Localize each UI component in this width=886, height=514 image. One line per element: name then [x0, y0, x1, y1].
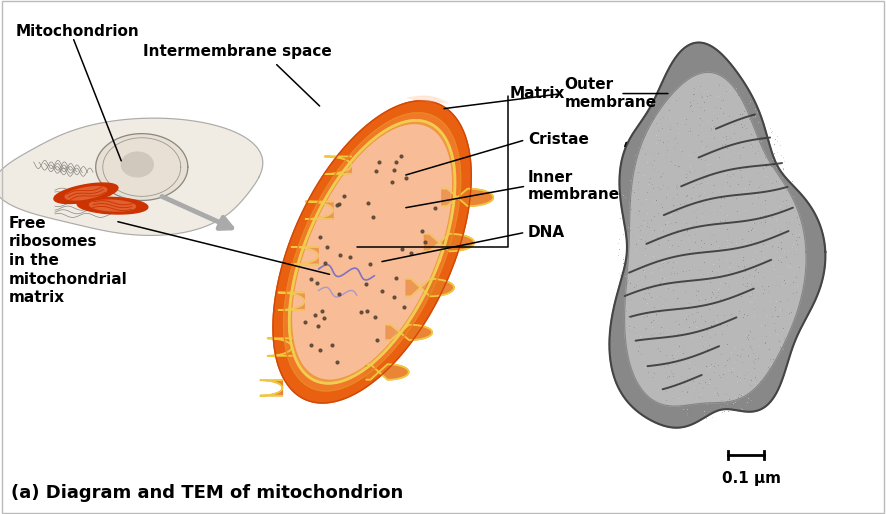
Text: 0.1 μm: 0.1 μm — [722, 470, 781, 486]
Polygon shape — [291, 247, 318, 265]
Polygon shape — [442, 189, 494, 206]
Text: Intermembrane space: Intermembrane space — [143, 44, 332, 59]
Text: Mitochondrion: Mitochondrion — [16, 24, 140, 40]
Polygon shape — [66, 187, 106, 200]
Polygon shape — [424, 234, 474, 251]
Polygon shape — [406, 279, 454, 297]
Polygon shape — [284, 113, 461, 391]
Polygon shape — [386, 325, 432, 340]
Polygon shape — [121, 152, 153, 177]
Polygon shape — [413, 96, 442, 102]
Text: Free
ribosomes
in the
mitochondrial
matrix: Free ribosomes in the mitochondrial matr… — [9, 216, 128, 305]
Polygon shape — [273, 101, 471, 403]
Text: (a) Diagram and TEM of mitochondrion: (a) Diagram and TEM of mitochondrion — [11, 484, 403, 503]
Polygon shape — [306, 201, 333, 219]
Polygon shape — [325, 156, 352, 174]
Polygon shape — [278, 292, 304, 310]
Polygon shape — [366, 364, 408, 380]
Polygon shape — [293, 125, 451, 379]
Polygon shape — [268, 338, 292, 356]
Polygon shape — [260, 380, 283, 396]
Text: Cristae: Cristae — [528, 132, 589, 148]
Polygon shape — [610, 43, 826, 428]
Text: Matrix: Matrix — [509, 86, 565, 101]
Polygon shape — [96, 134, 188, 200]
Text: DNA: DNA — [528, 225, 565, 240]
Text: Outer
membrane: Outer membrane — [564, 77, 657, 110]
Polygon shape — [625, 72, 806, 406]
Polygon shape — [407, 96, 448, 103]
Polygon shape — [77, 197, 148, 214]
Polygon shape — [289, 120, 455, 383]
Polygon shape — [0, 118, 263, 235]
Polygon shape — [293, 125, 451, 379]
Polygon shape — [89, 200, 136, 211]
Polygon shape — [54, 183, 118, 204]
Text: Inner
membrane: Inner membrane — [528, 170, 620, 203]
